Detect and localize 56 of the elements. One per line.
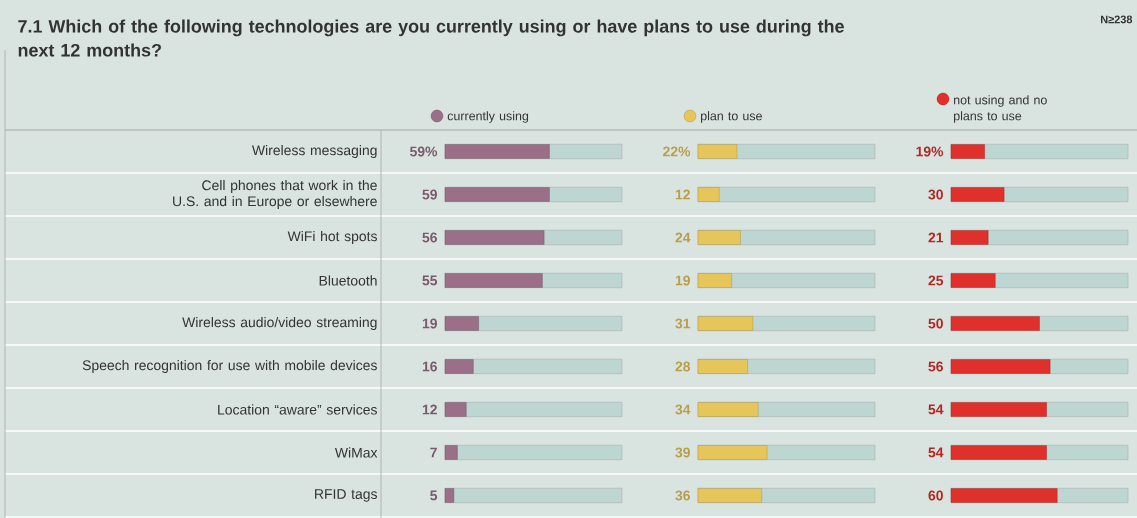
data-label: 36 <box>675 490 690 501</box>
data-label: 22% <box>663 146 691 157</box>
y-tick-label: Bluetooth <box>319 275 377 286</box>
data-label: 28 <box>675 361 691 372</box>
data-label: 59 <box>422 189 437 200</box>
y-tick-label: Cell phones that work in the U.S. and in Europe or elsewhere <box>173 180 377 209</box>
y-tick-label: WiFi hot spots <box>287 230 377 244</box>
data-label: 19 <box>422 318 437 329</box>
bar <box>697 187 720 202</box>
bar <box>697 273 732 288</box>
data-label: 55 <box>422 275 438 286</box>
bar <box>950 187 1005 202</box>
data-label: 54 <box>928 447 944 458</box>
data-label: 59% <box>409 146 438 157</box>
text: N≥238 <box>1101 15 1133 24</box>
data-label: 12 <box>422 404 437 415</box>
bar <box>444 445 458 460</box>
legend-label: not using and no plans to use <box>954 95 1047 123</box>
bar <box>697 144 738 159</box>
data-label: 34 <box>675 404 691 415</box>
data-label: 54 <box>928 404 944 415</box>
y-tick-label: WiMax <box>334 447 378 458</box>
bar <box>950 144 985 159</box>
data-label: 16 <box>422 361 437 372</box>
data-label: 31 <box>675 318 691 329</box>
bar <box>697 316 754 331</box>
data-label: 30 <box>928 189 943 200</box>
data-label: 19 <box>675 275 690 286</box>
y-tick-label: RFID tags <box>315 489 377 502</box>
bar <box>444 402 467 417</box>
bar <box>950 273 996 288</box>
y-tick-label: Wireless messaging <box>251 144 377 158</box>
data-label: 25 <box>928 275 944 286</box>
legend-label: plan to use <box>701 111 762 123</box>
y-tick-label: Location “aware” services <box>218 404 377 415</box>
data-label: 24 <box>675 232 691 243</box>
bar <box>444 488 455 503</box>
legend-label: currently using <box>447 111 529 123</box>
bar <box>444 359 474 374</box>
bar <box>697 230 741 245</box>
data-label: 50 <box>928 318 943 329</box>
data-label: 12 <box>675 189 690 200</box>
data-label: 56 <box>422 232 437 243</box>
chart-title: 7.1 Which of the following technologies are you currently using or have plans to use during the next 12 months? <box>18 19 844 57</box>
bar <box>444 316 479 331</box>
y-tick-label: Speech recognition for use with mobile devices <box>82 359 377 373</box>
bar <box>950 230 989 245</box>
data-label: 56 <box>928 361 943 372</box>
data-label: 7 <box>430 447 437 458</box>
data-label: 5 <box>430 490 438 501</box>
data-label: 21 <box>928 232 944 243</box>
data-label: 60 <box>928 490 943 501</box>
bar <box>697 359 748 374</box>
y-tick-label: Wireless audio/video streaming <box>182 316 377 330</box>
data-label: 39 <box>675 447 690 458</box>
data-label: 19% <box>916 146 944 157</box>
